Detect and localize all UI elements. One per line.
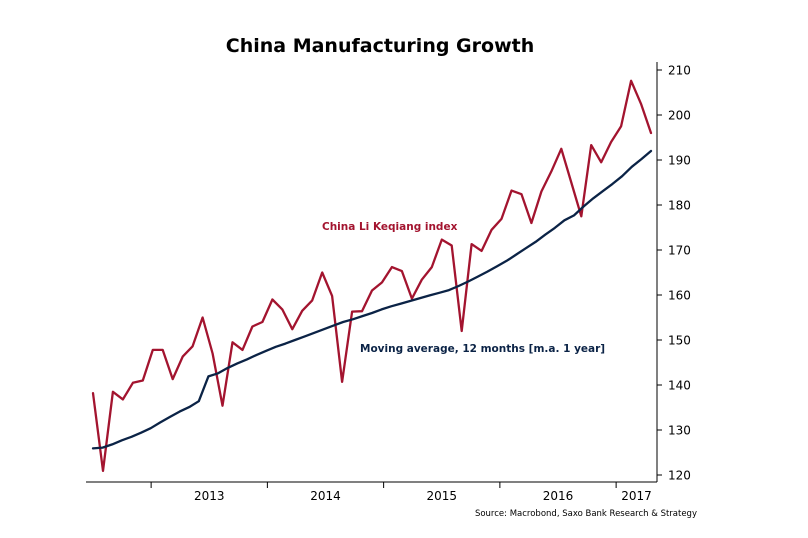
y-tick-label: 210 [668,64,691,78]
x-tick-label: 2016 [543,489,574,503]
y-tick-label: 170 [668,244,691,258]
series-lines [91,79,653,473]
x-tick-label: 2015 [426,489,457,503]
y-tick-label: 120 [668,469,691,483]
annotation-moving-average: Moving average, 12 months [m.a. 1 year] [360,343,605,355]
y-tick-label: 150 [668,334,691,348]
x-tick-label: 2014 [310,489,341,503]
x-ticks: 2013 2014 2015 2016 2017 [150,482,652,503]
series-line-li-keqiang [91,79,653,473]
y-tick-label: 130 [668,424,691,438]
y-tick-label: 160 [668,289,691,303]
source-note: Source: Macrobond, Saxo Bank Research & … [475,509,697,519]
y-ticks: 120 130 140 150 160 170 180 190 200 210 [657,64,691,483]
axes [86,62,658,483]
y-tick-label: 190 [668,154,691,168]
y-tick-label: 180 [668,199,691,213]
annotation-li-keqiang: China Li Keqiang index [322,221,458,233]
x-tick-label: 2013 [194,489,225,503]
series-line-moving-average [91,149,653,450]
y-tick-label: 140 [668,379,691,393]
x-tick-label: 2017 [621,489,652,503]
y-tick-label: 200 [668,109,691,123]
chart-title: China Manufacturing Growth [226,35,535,57]
